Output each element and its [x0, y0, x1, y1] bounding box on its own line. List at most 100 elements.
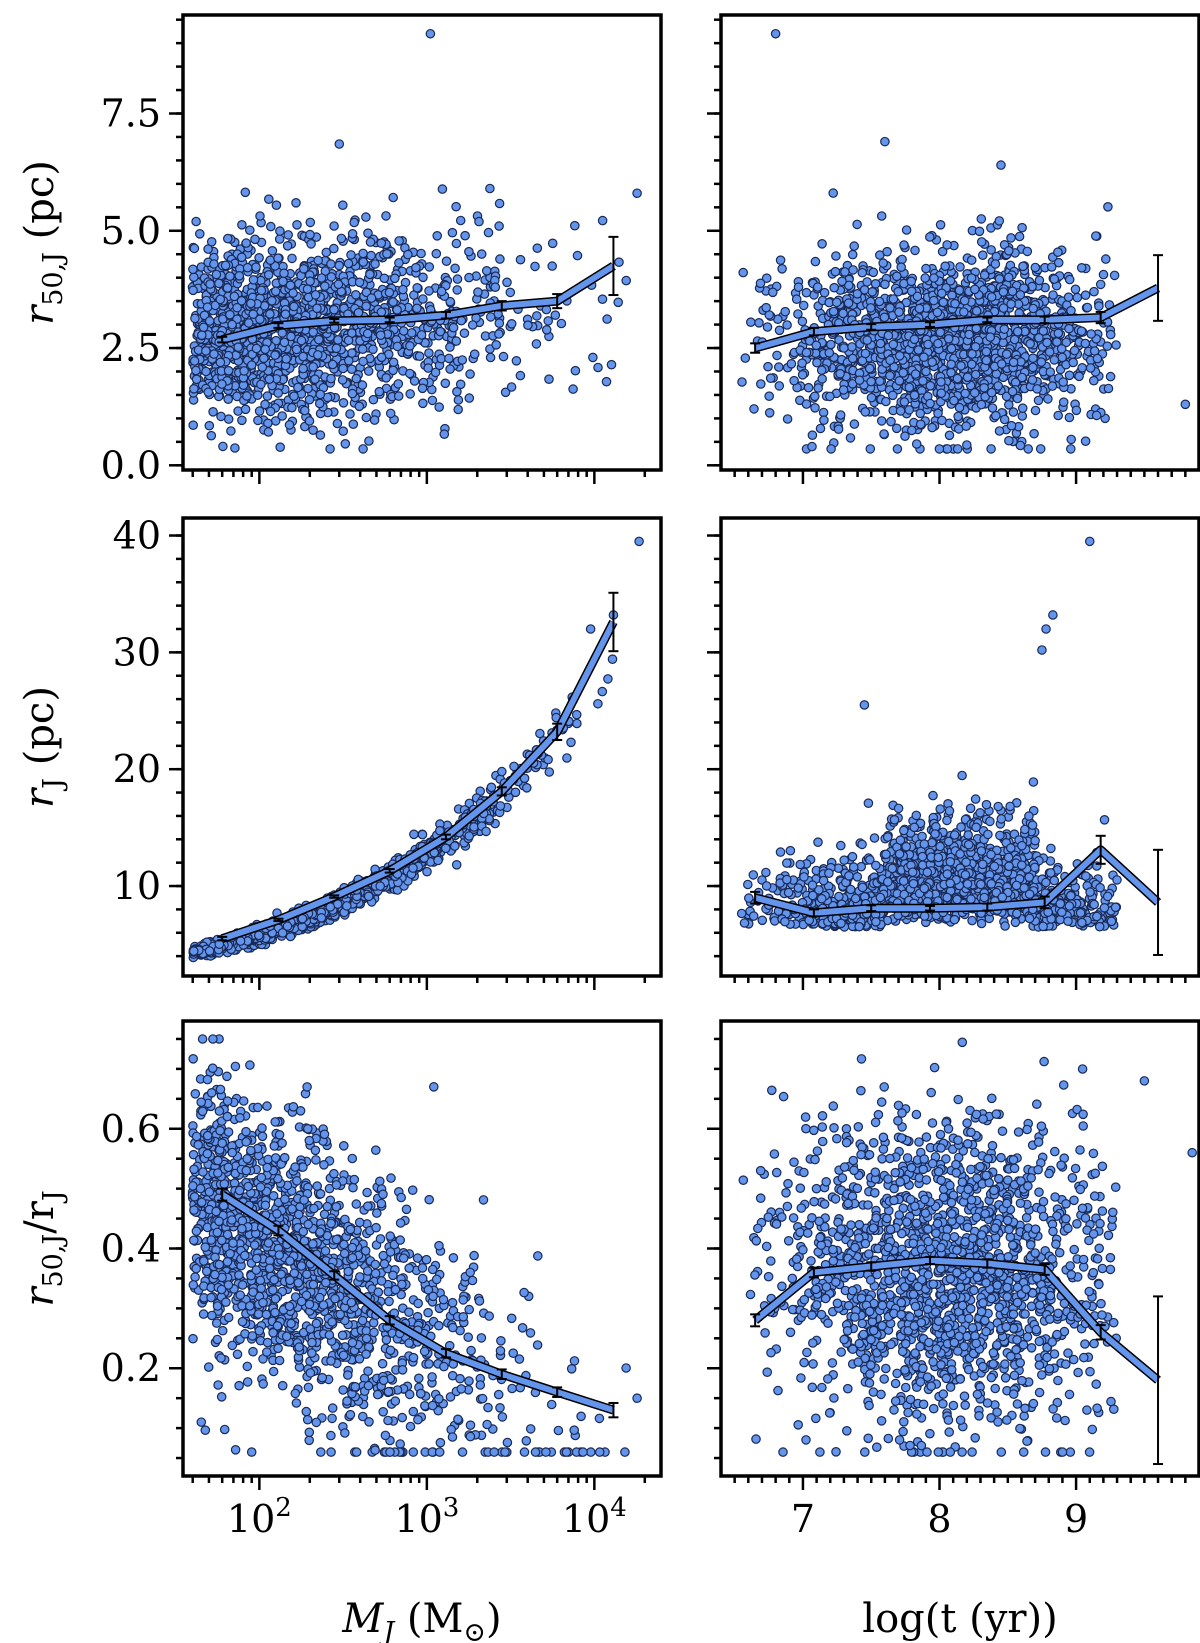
- trend-line: [754, 285, 1160, 351]
- data-point: [1095, 279, 1106, 290]
- data-point: [251, 262, 261, 272]
- data-point: [936, 288, 947, 299]
- data-point: [445, 364, 455, 374]
- data-point: [394, 258, 404, 268]
- data-point: [782, 414, 793, 424]
- data-point: [310, 290, 321, 300]
- data-point: [974, 226, 985, 237]
- data-point: [220, 260, 231, 271]
- data-point: [986, 387, 997, 398]
- data-point: [847, 249, 858, 260]
- data-point: [392, 341, 403, 352]
- data-point: [976, 399, 987, 410]
- data-point: [767, 287, 778, 298]
- data-point: [439, 429, 450, 439]
- data-point: [267, 295, 277, 306]
- data-point: [946, 367, 956, 378]
- data-point: [375, 330, 386, 340]
- plot-area: [187, 28, 642, 454]
- data-point: [313, 334, 324, 345]
- data-point: [1022, 246, 1033, 257]
- data-point: [283, 230, 293, 240]
- data-point: [953, 411, 963, 422]
- data-point: [910, 245, 920, 256]
- data-point: [464, 831, 474, 841]
- data-point: [964, 329, 974, 340]
- data-point: [1091, 410, 1102, 421]
- data-point: [275, 442, 285, 452]
- data-point: [770, 28, 781, 39]
- data-point: [852, 288, 863, 299]
- data-point: [1077, 362, 1087, 373]
- data-point: [270, 350, 280, 360]
- data-point: [312, 303, 322, 314]
- data-point: [347, 388, 358, 399]
- data-point: [452, 274, 463, 284]
- data-point: [363, 228, 373, 238]
- data-point: [740, 353, 751, 363]
- data-point: [942, 444, 953, 454]
- data-point: [1018, 261, 1028, 272]
- data-point: [388, 365, 398, 376]
- data-point: [541, 324, 552, 335]
- data-point: [302, 284, 313, 294]
- data-point: [245, 225, 255, 235]
- data-point: [427, 395, 438, 406]
- data-point: [304, 416, 315, 426]
- data-point: [404, 368, 415, 379]
- data-point: [292, 220, 302, 230]
- data-point: [831, 251, 841, 261]
- data-point: [265, 221, 276, 232]
- data-point: [388, 192, 398, 203]
- data-point: [327, 359, 338, 370]
- data-point: [937, 415, 947, 426]
- data-point: [345, 409, 355, 419]
- data-point: [1053, 257, 1064, 268]
- data-point: [1094, 301, 1104, 311]
- data-point: [911, 439, 922, 449]
- data-point: [365, 237, 376, 247]
- data-point: [188, 420, 198, 430]
- data-point: [906, 276, 917, 287]
- data-point: [1089, 375, 1099, 386]
- data-point: [315, 430, 326, 440]
- data-point: [761, 302, 771, 313]
- data-point: [544, 767, 555, 777]
- data-point: [251, 343, 262, 354]
- data-point: [1017, 222, 1027, 233]
- data-point: [1053, 247, 1063, 257]
- data-point: [994, 273, 1005, 284]
- data-point: [921, 263, 931, 274]
- data-point: [813, 383, 823, 393]
- panel-top-right: [707, 13, 1200, 484]
- data-point: [263, 427, 274, 437]
- y-axis-label: r50,J (pc): [17, 160, 69, 325]
- data-point: [376, 352, 387, 363]
- data-point: [223, 394, 233, 404]
- data-point: [494, 329, 504, 339]
- data-point: [254, 252, 264, 263]
- data-point: [347, 229, 358, 239]
- data-point: [329, 304, 339, 315]
- error-bar: [496, 300, 507, 312]
- data-point: [826, 444, 836, 454]
- data-point: [597, 215, 608, 226]
- data-point: [255, 211, 265, 221]
- data-point: [379, 273, 390, 284]
- data-point: [811, 340, 822, 351]
- data-point: [632, 188, 642, 199]
- data-point: [459, 328, 470, 338]
- y-tick-label: 0.0: [101, 443, 161, 487]
- data-point: [1004, 435, 1014, 446]
- data-point: [990, 259, 1001, 269]
- data-point: [986, 245, 996, 255]
- data-point: [864, 363, 875, 374]
- data-point: [909, 334, 920, 345]
- data-point: [270, 286, 281, 297]
- data-point: [403, 249, 413, 260]
- data-point: [1049, 355, 1060, 365]
- data-point: [817, 374, 827, 384]
- data-point: [189, 243, 200, 254]
- data-point: [1034, 332, 1044, 343]
- data-point: [358, 444, 368, 454]
